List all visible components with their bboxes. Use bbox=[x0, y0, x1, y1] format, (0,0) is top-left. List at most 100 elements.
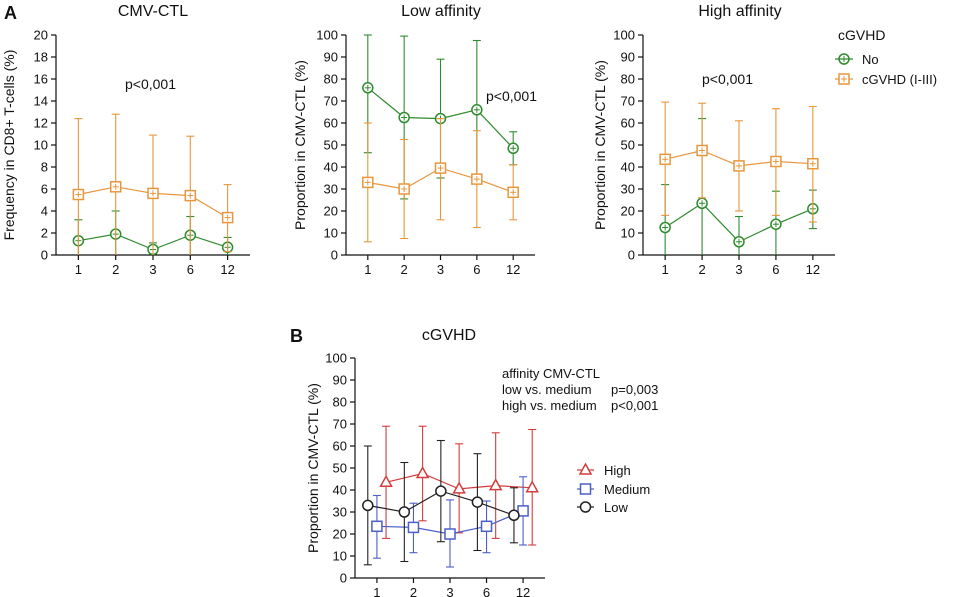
x-tick-label: 6 bbox=[187, 262, 194, 277]
legend-affinity: High Medium Low bbox=[577, 462, 650, 515]
affinity-annotation: affinity CMV-CTL low vs. medium p=0,003 … bbox=[502, 366, 658, 413]
y-tick-label: 0 bbox=[340, 571, 347, 586]
y-tick-label: 0 bbox=[628, 248, 635, 263]
x-tick-label: 12 bbox=[506, 262, 520, 277]
annotation-high-medium-label: high vs. medium bbox=[502, 398, 597, 413]
series-high bbox=[379, 425, 539, 546]
p-value-label: p<0,001 bbox=[486, 88, 537, 104]
legend-label-cgvhd: cGVHD (I-III) bbox=[862, 72, 937, 87]
x-tick-label: 3 bbox=[446, 585, 453, 597]
y-tick-label: 70 bbox=[621, 94, 635, 109]
y-tick-label: 20 bbox=[333, 527, 347, 542]
y-tick-label: 80 bbox=[324, 72, 338, 87]
y-tick-label: 10 bbox=[333, 549, 347, 564]
chart-title: Low affinity bbox=[401, 3, 481, 20]
chart-high-affinity: High affinity Proportion in CMV-CTL (%) 0 1… bbox=[592, 3, 835, 277]
y-tick-label: 80 bbox=[621, 72, 635, 87]
x-tick-label: 1 bbox=[662, 262, 669, 277]
x-tick-label: 2 bbox=[401, 262, 408, 277]
series-medium bbox=[371, 476, 529, 568]
y-tick-label: 16 bbox=[34, 72, 48, 87]
y-tick-label: 60 bbox=[621, 116, 635, 131]
y-tick-label: 10 bbox=[324, 226, 338, 241]
chart-cmv-ctl: CMV-CTL Frequency in CD8+ T-cells (%) 0 2 4 6… bbox=[1, 3, 250, 277]
y-tick-label: 100 bbox=[613, 28, 635, 43]
y-tick-label: 60 bbox=[324, 116, 338, 131]
y-tick-label: 30 bbox=[333, 505, 347, 520]
chart-low-affinity: Low affinity Proportion in CMV-CTL (%) 0 10… bbox=[292, 3, 537, 277]
annotation-low-medium-label: low vs. medium bbox=[502, 382, 592, 397]
data-point bbox=[480, 520, 493, 533]
x-tick-label: 12 bbox=[220, 262, 234, 277]
series-low bbox=[362, 439, 520, 566]
panel-b-letter: B bbox=[290, 326, 303, 346]
data-point bbox=[435, 485, 447, 497]
y-tick-label: 50 bbox=[621, 138, 635, 153]
data-point bbox=[471, 496, 484, 508]
y-tick-label: 50 bbox=[324, 138, 338, 153]
y-tick-label: 0 bbox=[41, 248, 48, 263]
legend-item-no: No bbox=[835, 52, 879, 67]
legend-label-low: Low bbox=[604, 500, 628, 515]
x-tick-label: 1 bbox=[75, 262, 82, 277]
x-tick-label: 1 bbox=[373, 585, 380, 597]
x-tick-label: 2 bbox=[410, 585, 417, 597]
legend-marker-square-icon bbox=[579, 483, 592, 495]
y-tick-label: 8 bbox=[41, 160, 48, 175]
y-tick-label: 0 bbox=[331, 248, 338, 263]
legend-item-high: High bbox=[577, 462, 631, 478]
series-no bbox=[362, 34, 519, 200]
y-tick-label: 40 bbox=[333, 483, 347, 498]
y-tick-label: 20 bbox=[621, 204, 635, 219]
panel-a-letter: A bbox=[4, 3, 17, 23]
y-axis-label: Proportion in CMV-CTL (%) bbox=[292, 60, 308, 230]
y-axis-label: Proportion in CMV-CTL (%) bbox=[305, 383, 321, 553]
legend-marker-circle-icon bbox=[579, 501, 592, 513]
y-tick-label: 6 bbox=[41, 182, 48, 197]
data-point bbox=[371, 520, 383, 533]
y-tick-label: 30 bbox=[324, 182, 338, 197]
chart-title: CMV-CTL bbox=[118, 3, 188, 20]
series-cgvhd-i-iii bbox=[72, 113, 234, 255]
x-tick-label: 6 bbox=[483, 585, 490, 597]
legend-item-cgvhd: cGVHD (I-III) bbox=[835, 72, 937, 87]
x-tick-label: 3 bbox=[149, 262, 156, 277]
legend-label-medium: Medium bbox=[604, 482, 650, 497]
y-tick-label: 70 bbox=[324, 94, 338, 109]
y-tick-label: 30 bbox=[621, 182, 635, 197]
x-tick-label: 3 bbox=[735, 262, 742, 277]
y-tick-label: 20 bbox=[34, 28, 48, 43]
data-point bbox=[362, 499, 374, 512]
x-tick-label: 2 bbox=[112, 262, 119, 277]
legend-item-medium: Medium bbox=[577, 482, 650, 497]
data-point bbox=[379, 474, 393, 488]
y-tick-label: 50 bbox=[333, 461, 347, 476]
y-tick-label: 10 bbox=[34, 138, 48, 153]
annotation-low-medium-p: p=0,003 bbox=[611, 382, 658, 397]
legend-marker-circle-icon bbox=[838, 53, 850, 65]
y-tick-label: 100 bbox=[316, 28, 338, 43]
legend-title: cGVHD bbox=[838, 27, 885, 43]
x-tick-label: 6 bbox=[772, 262, 779, 277]
y-tick-label: 90 bbox=[621, 50, 635, 65]
x-tick-label: 3 bbox=[437, 262, 444, 277]
y-tick-label: 90 bbox=[333, 373, 347, 388]
data-point bbox=[407, 521, 420, 534]
legend-label-high: High bbox=[604, 463, 631, 478]
legend-item-low: Low bbox=[577, 500, 628, 515]
data-point bbox=[415, 465, 430, 479]
annotation-heading: affinity CMV-CTL bbox=[502, 366, 600, 381]
data-point bbox=[508, 509, 520, 522]
y-tick-label: 18 bbox=[34, 50, 48, 65]
data-point bbox=[525, 480, 539, 493]
y-axis-label: Proportion in CMV-CTL (%) bbox=[592, 60, 608, 230]
x-tick-label: 2 bbox=[698, 262, 705, 277]
chart-title: High affinity bbox=[698, 3, 781, 20]
y-tick-label: 20 bbox=[324, 204, 338, 219]
y-tick-label: 4 bbox=[41, 204, 48, 219]
y-axis-label: Frequency in CD8+ T-cells (%) bbox=[1, 50, 17, 241]
x-tick-label: 1 bbox=[364, 262, 371, 277]
y-tick-label: 2 bbox=[41, 226, 48, 241]
x-tick-label: 12 bbox=[806, 262, 820, 277]
